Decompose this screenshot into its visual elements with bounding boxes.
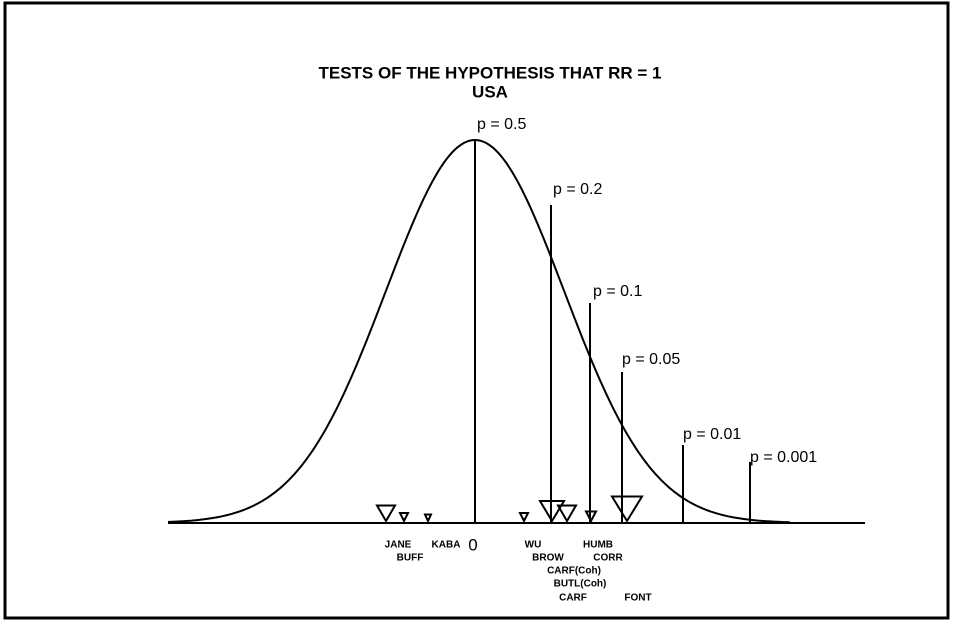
study-label: JANE — [385, 540, 412, 551]
study-marker — [398, 512, 410, 524]
p-label: p = 0.5 — [477, 116, 526, 133]
normal-curve — [167, 139, 791, 524]
study-label: BUFF — [397, 553, 424, 564]
p-label: p = 0.2 — [553, 181, 602, 198]
study-marker — [538, 500, 566, 523]
subtitle: USA — [472, 82, 508, 101]
p-label: p = 0.1 — [593, 283, 642, 300]
study-marker — [556, 504, 578, 523]
study-label: CARF — [559, 593, 587, 604]
study-marker — [375, 504, 397, 523]
study-label: CARF(Coh) — [547, 566, 601, 577]
study-marker — [518, 512, 530, 524]
study-label: BUTL(Coh) — [554, 579, 607, 590]
study-label: HUMB — [583, 540, 613, 551]
p-label: p = 0.01 — [683, 426, 741, 443]
study-marker — [423, 513, 433, 524]
p-label: p = 0.05 — [622, 351, 680, 368]
p-label: p = 0.001 — [750, 449, 817, 466]
study-marker — [610, 495, 644, 523]
study-marker — [584, 510, 598, 524]
title: TESTS OF THE HYPOTHESIS THAT RR = 1 — [318, 63, 661, 82]
annotations: p = 0.5 p = 0.2 p = 0.1 p = 0.05 p = 0.01 p =… — [375, 116, 817, 604]
study-label: WU — [525, 540, 542, 551]
study-label: CORR — [593, 553, 623, 564]
frame — [3, 1, 950, 620]
zero-label: 0 — [468, 535, 477, 554]
study-label: FONT — [624, 593, 651, 604]
study-label: BROW — [532, 553, 564, 564]
study-label: KABA — [432, 540, 461, 551]
